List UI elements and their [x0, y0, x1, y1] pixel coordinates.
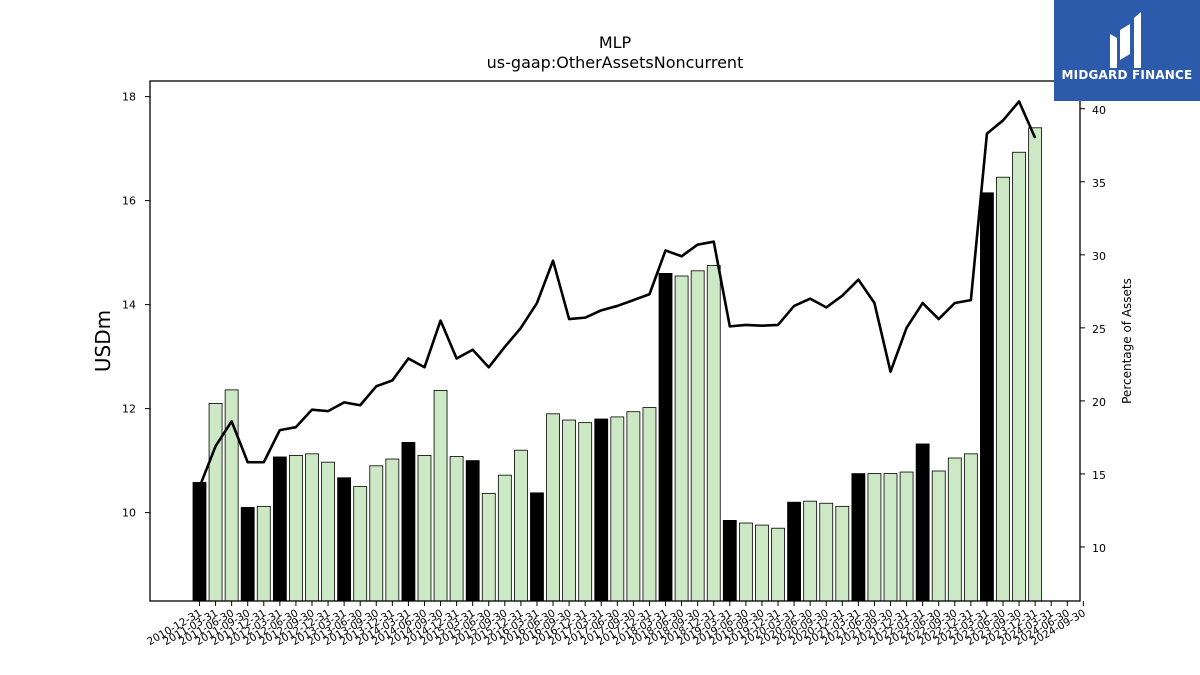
- bar: [530, 492, 544, 602]
- bar: [642, 407, 657, 602]
- bar: [305, 453, 319, 602]
- bar: [610, 416, 625, 602]
- brand-name: MIDGARD FINANCE: [1061, 68, 1193, 82]
- y2-tick-label: 20: [1092, 396, 1106, 409]
- bar: [947, 457, 962, 602]
- bar: [980, 192, 994, 602]
- bar: [594, 418, 609, 602]
- bar: [883, 473, 898, 602]
- y-tick-label: 10: [122, 507, 136, 520]
- y-axis-right: 10 15 20 25 30 35 40: [1080, 104, 1106, 555]
- bar: [738, 522, 753, 602]
- bar: [562, 419, 577, 602]
- bar: [514, 449, 528, 602]
- plot-frame: [149, 80, 1081, 602]
- bar: [401, 441, 416, 602]
- bar: [706, 265, 721, 602]
- line-series: [198, 100, 1037, 488]
- bar: [963, 453, 978, 602]
- bar: [353, 486, 368, 602]
- bar: [272, 456, 287, 602]
- bar: [256, 505, 271, 602]
- bar: [481, 492, 496, 602]
- bar: [289, 454, 303, 602]
- chart-title: MLP: [599, 33, 632, 52]
- bar: [449, 456, 464, 602]
- bar: [867, 473, 882, 602]
- y2-tick-label: 25: [1092, 323, 1106, 336]
- bar: [337, 477, 352, 602]
- bar: [497, 474, 512, 602]
- bar: [433, 389, 448, 602]
- y-tick-label: 18: [122, 91, 136, 104]
- bar: [385, 458, 400, 602]
- y2-tick-label: 10: [1092, 542, 1106, 555]
- brand-logo: MIDGARD FINANCE: [1054, 0, 1200, 101]
- y-tick-label: 14: [122, 299, 136, 312]
- y2-tick-label: 30: [1092, 250, 1106, 263]
- bar: [819, 502, 834, 602]
- bar: [931, 470, 946, 602]
- bar: [192, 482, 207, 602]
- chart-subtitle: us-gaap:OtherAssetsNoncurrent: [487, 53, 744, 72]
- y-tick-label: 16: [122, 195, 136, 208]
- y2-tick-label: 35: [1092, 177, 1106, 190]
- bar: [674, 275, 689, 602]
- bar: [1012, 151, 1026, 602]
- bar-series: [192, 127, 1043, 602]
- bar: [369, 465, 384, 602]
- bar: [771, 527, 785, 602]
- bar: [803, 500, 818, 602]
- y-axis-label: USDm: [91, 310, 115, 372]
- bar: [851, 473, 866, 602]
- bar: [787, 501, 801, 602]
- bar: [417, 454, 432, 602]
- bar: [755, 524, 769, 602]
- y2-tick-label: 40: [1092, 104, 1106, 117]
- midgard-logo-icon: [1110, 12, 1141, 68]
- x-axis: 2010-12-312011-03-312011-06-302011-09-30…: [145, 601, 1088, 648]
- bar: [722, 520, 737, 602]
- bar: [915, 443, 930, 602]
- y2-tick-label: 15: [1092, 469, 1106, 482]
- bar: [996, 176, 1010, 602]
- percentage-line: [198, 100, 1037, 488]
- bar: [899, 471, 914, 602]
- bar: [321, 461, 335, 602]
- bar: [626, 411, 641, 602]
- bar: [1028, 127, 1043, 602]
- bar: [578, 422, 593, 602]
- y-axis-left: 10 12 14 16 18: [122, 91, 150, 520]
- bar: [546, 413, 560, 602]
- bar: [835, 505, 850, 602]
- bar: [208, 402, 223, 602]
- bar: [658, 272, 673, 602]
- bar: [690, 270, 705, 602]
- y2-axis-label: Percentage of Assets: [1120, 278, 1134, 404]
- bar: [465, 460, 480, 602]
- y-tick-label: 12: [122, 403, 136, 416]
- bar: [240, 506, 255, 602]
